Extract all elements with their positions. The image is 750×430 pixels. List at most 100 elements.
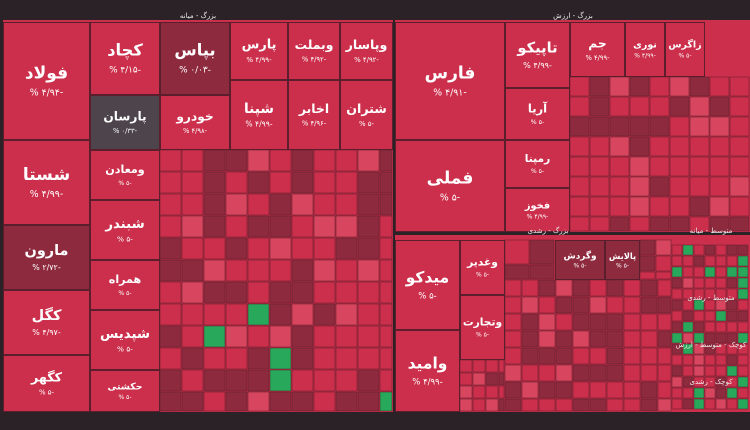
tile (485, 372, 499, 386)
tile (203, 193, 226, 216)
tile (159, 149, 182, 172)
tile (709, 116, 730, 137)
tile (485, 385, 499, 399)
tile (291, 281, 314, 304)
tile (729, 96, 750, 117)
tile (357, 171, 380, 194)
tile (669, 196, 690, 217)
tile (682, 310, 694, 322)
tile (589, 156, 610, 177)
tile (504, 330, 522, 348)
stock-cell: وبملت -۴/۹۲ % (288, 22, 340, 80)
tile (704, 376, 716, 388)
tile (203, 259, 226, 282)
cell-box (395, 22, 505, 140)
tile (269, 347, 292, 370)
tile (521, 364, 539, 382)
tile (671, 398, 683, 410)
tile (715, 332, 727, 344)
tile (291, 259, 314, 282)
tile (159, 171, 182, 194)
tile (737, 354, 749, 366)
tile (569, 136, 590, 157)
tile (682, 244, 694, 256)
cell-change: -۵ % (440, 192, 460, 203)
cell-box (90, 200, 160, 260)
tile (203, 391, 226, 412)
tile (269, 303, 292, 326)
tile (529, 264, 555, 280)
tile (291, 391, 314, 412)
cell-label: بپاس (174, 41, 215, 61)
tile (639, 271, 656, 280)
tile (629, 216, 650, 232)
tile (572, 296, 590, 314)
tile (313, 237, 336, 260)
cell-change: -۴/۹۶ % (302, 120, 327, 128)
section-title: کوچک - متوسط - ارزش (676, 341, 747, 349)
tile (335, 237, 358, 260)
cell-change: -۴/۹۹ % (523, 61, 552, 70)
tile (335, 369, 358, 392)
tile (693, 387, 705, 399)
cell-label: شستا (23, 165, 70, 185)
tile (521, 330, 539, 348)
tile (572, 347, 590, 365)
cell-box (3, 140, 90, 225)
tile (589, 96, 610, 117)
cell-change: -۰/۰۳ % (179, 65, 211, 75)
tile (729, 136, 750, 157)
tile (521, 381, 539, 399)
tile (623, 364, 641, 382)
tile (572, 313, 590, 331)
tile (538, 398, 556, 412)
tile (247, 391, 270, 412)
cell-box (665, 22, 705, 77)
tile (159, 193, 182, 216)
tile (225, 259, 248, 282)
tile (657, 347, 672, 365)
tile (671, 343, 683, 355)
tile (225, 391, 248, 412)
tile (247, 171, 270, 194)
tile (159, 369, 182, 392)
tile (715, 277, 727, 289)
tile (379, 325, 393, 348)
tile (726, 244, 738, 256)
stock-cell: وگردش-۵ % (555, 240, 605, 280)
tile (203, 149, 226, 172)
tile (709, 156, 730, 177)
tile (623, 296, 641, 314)
stock-cell: خودرو -۴/۹۸ % (160, 95, 230, 150)
tile (203, 325, 226, 348)
tile (504, 264, 530, 280)
tile (504, 313, 522, 331)
tile (521, 313, 539, 331)
tile (589, 279, 607, 297)
stock-cell: فخوز-۴/۹۹ % (505, 188, 570, 232)
tile (159, 303, 182, 326)
cell-change: -۵ % (118, 180, 131, 187)
tile (737, 398, 749, 410)
stock-cell: کچاد -۴/۱۵ % (90, 22, 160, 95)
tile (181, 347, 204, 370)
tile (269, 281, 292, 304)
tile (569, 176, 590, 197)
cell-box (460, 240, 505, 295)
tile (655, 255, 672, 272)
tile (609, 196, 630, 217)
tile (640, 313, 658, 331)
tile (572, 398, 590, 412)
stock-cell: ومعادن -۵ % (90, 150, 160, 200)
cell-change: -۴/۹۸ % (183, 127, 208, 135)
tile (682, 365, 694, 377)
tile (729, 116, 750, 137)
cell-label: مارون (25, 243, 69, 259)
cell-change: -۴/۱۵ % (109, 65, 141, 75)
tile (640, 398, 658, 412)
tile (225, 215, 248, 238)
cell-label: زاگرس (668, 39, 701, 51)
tile (247, 215, 270, 238)
tile (504, 239, 530, 265)
